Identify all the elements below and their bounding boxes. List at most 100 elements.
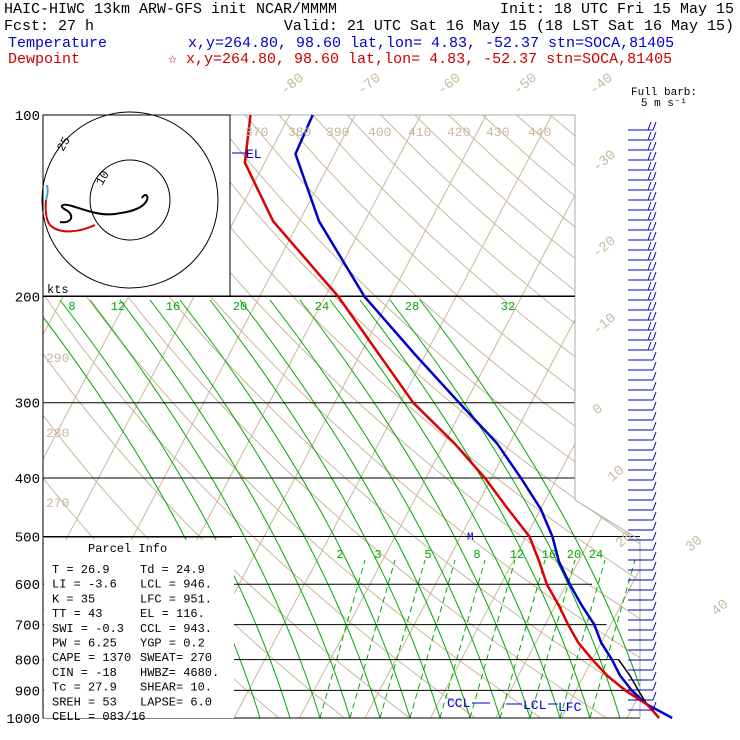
wind-barb <box>628 321 657 331</box>
wind-barb-flag <box>652 641 657 651</box>
mixing-ratio-line <box>529 559 576 718</box>
wind-barb <box>628 261 657 271</box>
wind-barb <box>628 501 657 511</box>
wind-barb <box>628 651 657 661</box>
dry-adiabat <box>312 115 640 718</box>
moist-adiabat <box>89 299 321 718</box>
wind-barb <box>628 551 657 561</box>
wind-barb <box>628 461 657 471</box>
wind-barb-flag <box>652 581 657 591</box>
moist-adiabat <box>43 299 261 718</box>
parcel-info-rows: T = 26.9 Td = 24.9 LI = -3.6 LCL = 946. K = … <box>52 563 219 724</box>
ccl-label: CCL <box>447 696 470 711</box>
wind-barb <box>628 581 657 591</box>
wind-barb-flag <box>647 281 652 291</box>
wind-barb-flag <box>652 441 657 451</box>
mixing-ratio-label: 16 <box>166 300 180 314</box>
wind-barb-flag <box>652 621 657 631</box>
wind-barb-flag <box>652 671 657 681</box>
parcel-info-left: SREH = 53 <box>52 695 117 709</box>
mixing-ratio-label: 2 <box>336 548 343 562</box>
theta-label: 280 <box>46 426 69 441</box>
header-title: HAIC-HIWC 13km ARW-GFS init NCAR/MMMM <box>4 1 337 18</box>
wind-barb <box>628 291 657 301</box>
dry-adiabat <box>75 115 640 718</box>
moist-adiabat <box>389 299 621 718</box>
wind-barb-flag <box>652 251 657 261</box>
moist-adiabat <box>239 299 471 718</box>
dry-adiabat <box>210 115 640 718</box>
wind-barb-flag <box>647 211 652 221</box>
wind-barb-flag <box>652 181 657 191</box>
wind-barb <box>628 641 657 651</box>
pressure-label-500: 500 <box>15 530 40 546</box>
parcel-info-left: SWI = -0.3 <box>52 622 124 636</box>
parcel-info-left: PW = 6.25 <box>52 637 117 651</box>
wind-barb-flag <box>652 161 657 171</box>
temperature-trace <box>294 114 673 720</box>
legend-temperature-info: x,y=264.80, 98.60 lat,lon= 4.83, -52.37 … <box>188 35 674 52</box>
wind-barb-flag <box>652 151 657 161</box>
parcel-info-left: CELL = 083/16 <box>52 710 146 724</box>
mixing-ratio-line <box>379 559 426 718</box>
wind-barb <box>628 451 657 461</box>
wind-barb <box>628 181 657 191</box>
isotherm <box>233 115 553 718</box>
wind-barb <box>628 431 657 441</box>
wind-barb-flag <box>652 691 657 701</box>
isotherm <box>299 115 618 718</box>
parcel-info-right: YGP = 0.2 <box>140 637 205 651</box>
wind-barb-flag <box>647 311 652 321</box>
wind-barb <box>628 681 657 691</box>
wind-barb-flag <box>652 411 657 421</box>
pressure-label-900: 900 <box>15 684 40 700</box>
header-fcst: Fcst: 27 h <box>4 18 94 35</box>
dewpoint-trace <box>243 114 661 719</box>
wind-barb-flag <box>652 551 657 561</box>
wind-barb <box>628 411 657 421</box>
wind-barb <box>628 561 657 571</box>
wind-barb-flag <box>652 301 657 311</box>
wind-barb-flag <box>652 171 657 181</box>
theta-label: 380 <box>288 125 311 140</box>
theta-label: 390 <box>326 125 349 140</box>
wind-barb-flag <box>652 491 657 501</box>
wind-barb <box>628 121 657 131</box>
theta-label: 440 <box>528 125 551 140</box>
wind-barb-flag <box>647 121 652 131</box>
theta-label: 410 <box>408 125 431 140</box>
mixing-ratio-label: 12 <box>111 300 125 314</box>
el-label: EL <box>246 147 262 162</box>
wind-barb-flag <box>652 501 657 511</box>
wind-barb <box>628 521 657 531</box>
dry-adiabat <box>142 115 640 718</box>
wind-barb <box>628 531 657 541</box>
parcel-info-left: TT = 43 <box>52 607 102 621</box>
wind-barb <box>628 611 657 621</box>
wind-barb-flag <box>647 221 652 231</box>
parcel-info-left: CIN = -18 <box>52 666 117 680</box>
wind-barb <box>628 391 657 401</box>
wind-barb-flag <box>652 531 657 541</box>
mixing-ratio-label: 12 <box>510 548 524 562</box>
theta-label: 270 <box>46 496 69 511</box>
wind-barb-flag <box>652 361 657 371</box>
mixing-ratio-line <box>559 559 606 718</box>
wind-barb-flag <box>652 651 657 661</box>
wind-barb <box>628 251 657 261</box>
wind-barb-flag <box>652 471 657 481</box>
pressure-label-300: 300 <box>15 397 40 413</box>
mixing-ratio-label: 28 <box>405 300 419 314</box>
pressure-label-400: 400 <box>15 472 40 488</box>
parcel-info-left: LI = -3.6 <box>52 578 117 592</box>
wind-barb-flag <box>652 601 657 611</box>
wind-barb-flag <box>652 321 657 331</box>
wind-barb-flag <box>652 351 657 361</box>
parcel-info-right: CCL = 943. <box>140 622 212 636</box>
mixing-ratio-label: 20 <box>567 548 581 562</box>
moist-adiabat <box>119 299 351 718</box>
wind-barb <box>628 311 657 321</box>
hodograph: 10 25 kts <box>41 111 231 297</box>
wind-barb <box>628 571 657 581</box>
parcel-info-right: HWBZ= 4680. <box>140 666 219 680</box>
